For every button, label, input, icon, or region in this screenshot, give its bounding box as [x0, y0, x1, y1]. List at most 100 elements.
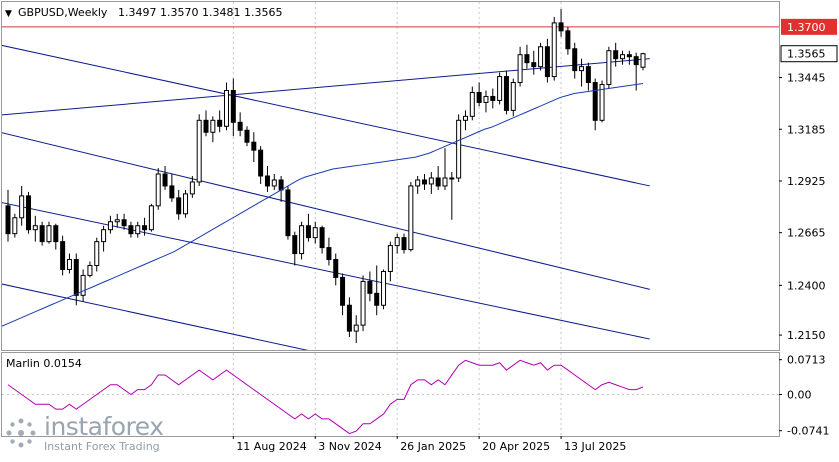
- candle-body: [251, 141, 257, 151]
- candle-body: [599, 84, 605, 121]
- candle: [87, 261, 93, 278]
- moving-average: [1, 83, 644, 327]
- candle: [503, 70, 509, 115]
- menu-triangle-icon[interactable]: ▼: [5, 9, 12, 19]
- candle-body: [422, 179, 428, 185]
- candle-body: [176, 197, 182, 215]
- candle: [394, 233, 400, 254]
- candle-body: [101, 229, 107, 243]
- candle-body: [381, 270, 387, 306]
- candle-body: [551, 22, 557, 78]
- candle: [230, 78, 236, 137]
- resistance-price-tag: [781, 18, 837, 35]
- candle: [135, 221, 141, 238]
- candle-body: [299, 225, 305, 255]
- candle: [606, 46, 612, 89]
- candle-body: [39, 225, 45, 243]
- candle-body: [237, 121, 243, 131]
- candle: [319, 225, 325, 254]
- candle: [169, 174, 175, 202]
- candle-body: [305, 225, 311, 239]
- candle: [285, 185, 291, 240]
- candle-body: [19, 195, 25, 219]
- open-value: 1.3497: [118, 6, 157, 19]
- osc-tick-label: 0.00: [787, 389, 812, 402]
- candle-body: [183, 193, 189, 215]
- candle-body: [107, 221, 113, 231]
- candle-body: [497, 76, 503, 101]
- candle: [53, 223, 59, 250]
- candle-body: [538, 46, 544, 68]
- price-tick-label: 1.2150: [787, 329, 826, 342]
- indicator-label: Marlin 0.0154: [6, 357, 82, 370]
- candle-body: [483, 95, 489, 103]
- candle-body: [128, 225, 134, 235]
- candle: [60, 235, 66, 276]
- candle: [551, 16, 557, 81]
- candle: [251, 132, 257, 163]
- candle: [422, 174, 428, 190]
- candle: [258, 146, 264, 184]
- candle-body: [94, 241, 100, 266]
- candle-body: [394, 237, 400, 247]
- candle: [531, 50, 537, 75]
- candle: [19, 185, 25, 226]
- candle: [25, 191, 31, 234]
- candle-body: [626, 54, 632, 58]
- candle-body: [114, 219, 120, 223]
- candle-body: [46, 225, 52, 243]
- candle-body: [210, 119, 216, 133]
- candle: [408, 181, 414, 252]
- candle-body: [387, 245, 393, 272]
- candle-body: [340, 276, 346, 306]
- candle: [5, 189, 11, 242]
- candle-body: [217, 119, 223, 127]
- candle-body: [333, 259, 339, 278]
- candle: [217, 110, 223, 133]
- candle-body: [531, 62, 537, 68]
- candle: [299, 221, 305, 260]
- candle-body: [148, 205, 154, 231]
- candle: [340, 273, 346, 316]
- candle: [456, 114, 462, 182]
- candle: [387, 241, 393, 282]
- candle-body: [73, 259, 79, 296]
- main-plot-frame: [1, 1, 780, 351]
- marlin-indicator: [7, 359, 644, 435]
- candle-body: [374, 292, 380, 306]
- candle: [469, 86, 475, 121]
- candle-body: [585, 66, 591, 84]
- candle: [585, 62, 591, 91]
- candle-body: [162, 173, 168, 187]
- candle: [517, 46, 523, 87]
- candle: [462, 110, 468, 131]
- candle-body: [319, 227, 325, 249]
- candle-body: [510, 82, 516, 111]
- candle-body: [285, 189, 291, 237]
- candle-body: [449, 177, 455, 180]
- candle: [210, 116, 216, 143]
- candle-body: [360, 280, 366, 326]
- channel-line-0: [2, 58, 650, 116]
- candle-body: [558, 22, 564, 32]
- candle-body: [503, 76, 509, 111]
- candle: [271, 174, 277, 190]
- candle-body: [121, 219, 127, 227]
- candle: [107, 215, 113, 234]
- candle: [510, 78, 516, 117]
- candle-body: [25, 195, 31, 231]
- candle: [237, 112, 243, 137]
- candle-body: [223, 89, 229, 127]
- candle: [155, 168, 161, 210]
- candle: [73, 253, 79, 306]
- candle: [346, 297, 352, 338]
- candle: [449, 172, 455, 220]
- candle: [640, 52, 646, 71]
- candle-body: [60, 241, 66, 270]
- marlin-line: [7, 359, 644, 435]
- candle-body: [244, 129, 250, 143]
- candle-body: [264, 175, 270, 187]
- candle-body: [592, 82, 598, 121]
- candle-body: [53, 225, 59, 243]
